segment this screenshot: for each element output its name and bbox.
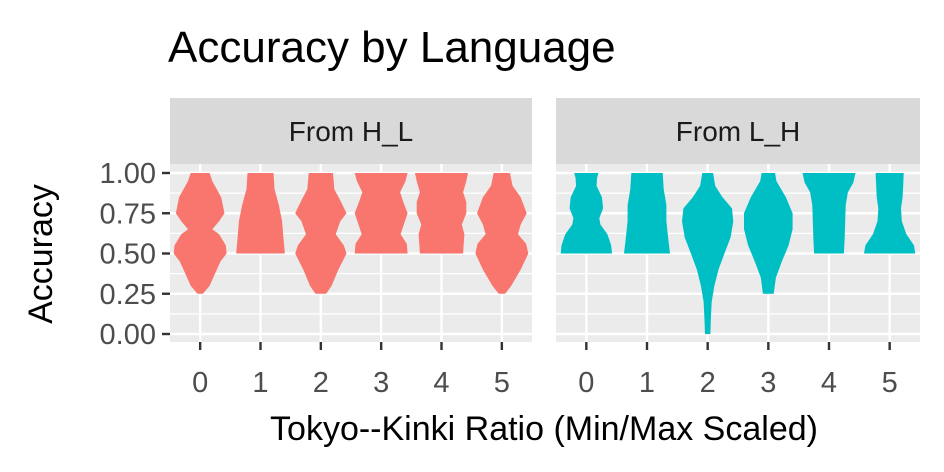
y-tick-label: 0.00 (100, 319, 156, 351)
violin-5 (864, 173, 916, 254)
violin-4 (415, 173, 468, 254)
violin-0 (173, 173, 227, 294)
y-axis-label: Accuracy (22, 184, 60, 324)
y-tick-label: 0.75 (100, 198, 156, 230)
facet-strip-label: From H_L (289, 116, 413, 147)
violin-2 (295, 173, 347, 294)
x-tick-label: 4 (821, 367, 837, 399)
facet-strip (170, 98, 532, 164)
x-tick-label: 1 (639, 367, 655, 399)
x-tick-label: 5 (882, 367, 898, 399)
x-tick-label: 2 (313, 367, 329, 399)
violin-3 (744, 173, 793, 294)
y-axis: 0.00 0.25 0.50 0.75 1.00 (100, 158, 170, 351)
chart-title: Accuracy by Language (168, 23, 616, 72)
facet-panel: From L_H 0 1 2 3 4 5 (556, 98, 920, 399)
facet-strip-label: From L_H (676, 116, 800, 147)
violin-5 (475, 173, 529, 294)
x-axis-label: Tokyo--Kinki Ratio (Min/Max Scaled) (270, 410, 818, 448)
x-tick-label: 0 (578, 367, 594, 399)
violin-2 (682, 173, 734, 334)
violin-3 (354, 173, 408, 254)
y-tick-label: 0.25 (100, 279, 156, 311)
y-tick-label: 1.00 (100, 158, 156, 190)
x-tick-label: 3 (760, 367, 776, 399)
x-tick-label: 2 (700, 367, 716, 399)
x-tick-label: 3 (373, 367, 389, 399)
violin-1 (624, 173, 670, 254)
x-tick-label: 5 (494, 367, 510, 399)
violin-1 (236, 173, 285, 254)
y-tick-label: 0.50 (100, 239, 156, 271)
facet-strip (556, 98, 920, 164)
violin-4 (802, 173, 856, 254)
x-tick-label: 0 (192, 367, 208, 399)
x-tick-label: 4 (433, 367, 449, 399)
x-tick-label: 1 (252, 367, 268, 399)
facet-panels: From H_L 0 1 2 3 4 5 From L_H 0 1 2 3 4 5 (170, 98, 920, 399)
violin-0 (560, 173, 612, 254)
facet-panel: From H_L 0 1 2 3 4 5 (170, 98, 532, 399)
